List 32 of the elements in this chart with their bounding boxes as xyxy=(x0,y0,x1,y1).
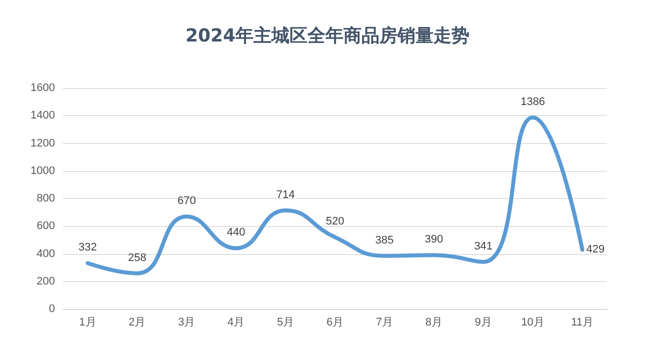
data-label: 341 xyxy=(474,240,493,252)
x-tick-label: 8月 xyxy=(425,316,442,328)
x-tick-label: 11月 xyxy=(571,316,594,328)
data-label: 385 xyxy=(375,234,394,246)
x-tick-label: 10月 xyxy=(521,316,544,328)
x-tick-label: 2月 xyxy=(128,316,146,328)
y-tick-label: 800 xyxy=(36,192,55,204)
data-label: 670 xyxy=(177,194,196,207)
x-tick-label: 9月 xyxy=(474,316,492,328)
y-tick-label: 1600 xyxy=(30,82,55,94)
y-tick-label: 1200 xyxy=(30,137,55,150)
x-tick-label: 1月 xyxy=(79,316,96,328)
data-label: 429 xyxy=(586,244,605,256)
chart-title: 2024年主城区全年商品房销量走势 xyxy=(185,26,470,46)
y-tick-label: 200 xyxy=(36,275,55,288)
x-tick-label: 4月 xyxy=(228,316,245,328)
data-label: 714 xyxy=(276,188,295,201)
y-tick-label: 1400 xyxy=(30,110,55,122)
y-tick-label: 600 xyxy=(36,220,55,232)
y-tick-label: 0 xyxy=(48,303,55,315)
x-tick-label: 5月 xyxy=(276,316,294,328)
data-label: 440 xyxy=(226,226,246,239)
data-label: 520 xyxy=(326,216,344,228)
x-tick-label: 3月 xyxy=(178,316,196,328)
data-label: 258 xyxy=(128,252,146,264)
y-tick-label: 1000 xyxy=(30,164,55,177)
x-tick-label: 6月 xyxy=(326,316,344,328)
x-tick-label: 7月 xyxy=(376,316,394,328)
data-label: 390 xyxy=(424,234,444,246)
y-tick-label: 400 xyxy=(36,248,55,260)
data-label: 1386 xyxy=(520,96,546,108)
data-label: 332 xyxy=(78,242,97,254)
